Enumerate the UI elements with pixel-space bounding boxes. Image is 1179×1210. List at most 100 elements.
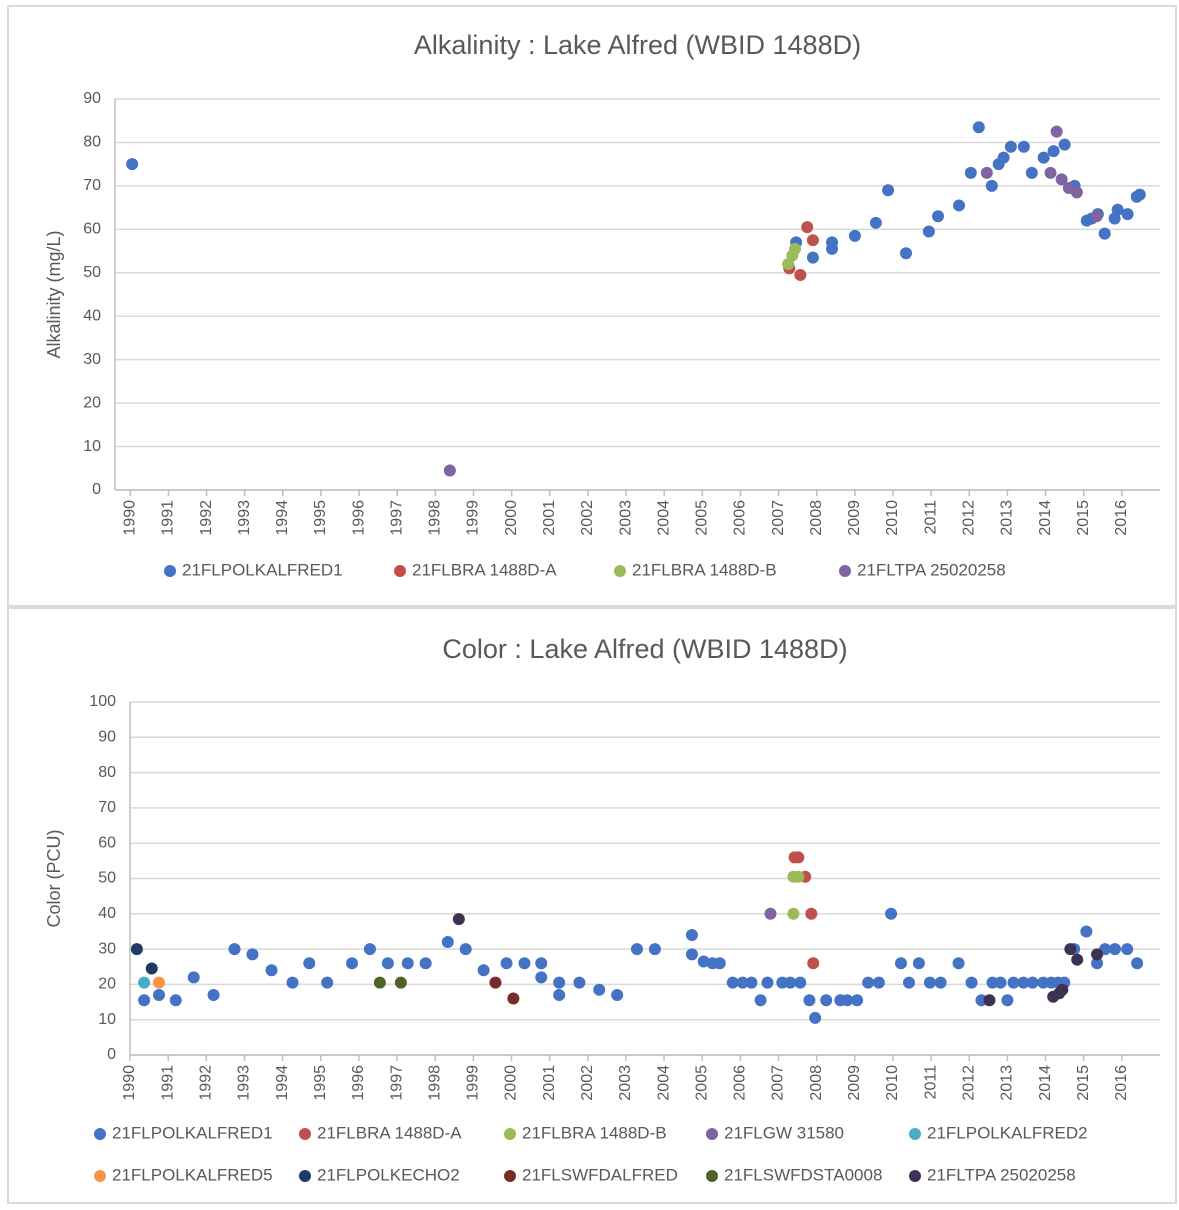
data-point <box>1004 140 1017 153</box>
data-point <box>922 225 935 238</box>
x-tick-label: 2005 <box>694 500 711 536</box>
x-tick-label: 2009 <box>846 500 863 536</box>
legend-marker <box>614 565 626 577</box>
data-point <box>419 957 432 970</box>
data-point <box>394 976 407 989</box>
data-point <box>761 976 774 989</box>
x-tick-label: 2016 <box>1113 500 1130 536</box>
x-tick-label: 2014 <box>1037 500 1054 536</box>
legend-marker <box>706 1128 718 1140</box>
data-point <box>726 976 739 989</box>
x-tick-label: 2002 <box>579 500 596 536</box>
x-tick-label: 2001 <box>541 1065 558 1101</box>
x-tick-label: 2012 <box>960 1065 977 1101</box>
data-point <box>145 962 158 975</box>
x-tick-label: 2014 <box>1037 1065 1054 1101</box>
x-tick-label: 2007 <box>770 1065 787 1101</box>
y-tick-label: 60 <box>83 221 101 238</box>
data-point <box>764 907 777 920</box>
x-tick-label: 2015 <box>1075 500 1092 536</box>
data-point <box>784 976 797 989</box>
data-point <box>899 247 912 260</box>
legend-label: 21FLSWFDALFRED <box>522 1165 678 1184</box>
data-point <box>792 870 805 883</box>
x-tick-label: 1998 <box>426 1065 443 1101</box>
data-point <box>1108 943 1121 956</box>
data-point <box>806 251 819 264</box>
x-tick-label: 2000 <box>503 1065 520 1101</box>
data-point <box>848 229 861 242</box>
data-point <box>152 976 165 989</box>
x-tick-label: 2010 <box>884 500 901 536</box>
data-point <box>826 242 839 255</box>
y-tick-label: 20 <box>83 394 101 411</box>
data-point <box>443 464 456 477</box>
data-point <box>953 199 966 212</box>
data-point <box>745 976 758 989</box>
data-point <box>872 976 885 989</box>
data-point <box>997 151 1010 164</box>
y-tick-label: 60 <box>98 834 116 851</box>
x-tick-label: 1990 <box>121 1065 138 1101</box>
legend-marker <box>504 1128 516 1140</box>
y-tick-label: 40 <box>98 905 116 922</box>
y-tick-label: 50 <box>83 264 101 281</box>
data-point <box>286 976 299 989</box>
data-point <box>965 976 978 989</box>
data-point <box>507 992 520 1005</box>
x-tick-label: 2002 <box>579 1065 596 1101</box>
data-point <box>346 957 359 970</box>
x-tick-label: 1996 <box>350 500 367 536</box>
legend-label: 21FLBRA 1488D-A <box>412 560 557 579</box>
data-point <box>1080 925 1093 938</box>
data-point <box>553 976 566 989</box>
data-point <box>138 994 151 1007</box>
data-point <box>1047 145 1060 158</box>
legend-label: 21FLBRA 1488D-B <box>632 560 777 579</box>
legend-marker <box>909 1170 921 1182</box>
data-point <box>303 957 316 970</box>
legend-marker <box>299 1170 311 1182</box>
x-tick-label: 2008 <box>808 1065 825 1101</box>
data-point <box>787 907 800 920</box>
chart-frame <box>7 5 1177 607</box>
x-tick-label: 1992 <box>198 1065 215 1101</box>
y-axis-label: Alkalinity (mg/L) <box>44 230 64 358</box>
data-point <box>801 221 814 234</box>
x-tick-label: 1994 <box>274 1065 291 1101</box>
data-point <box>363 943 376 956</box>
data-point <box>805 907 818 920</box>
data-point <box>1017 976 1030 989</box>
data-point <box>1056 983 1069 996</box>
x-tick-label: 2000 <box>503 500 520 536</box>
legend-label: 21FLTPA 25020258 <box>857 560 1006 579</box>
y-tick-label: 30 <box>98 940 116 957</box>
chart-frame <box>7 607 1177 1204</box>
data-point <box>994 976 1007 989</box>
x-tick-label: 1997 <box>388 500 405 536</box>
y-tick-label: 100 <box>89 693 116 710</box>
legend-marker <box>909 1128 921 1140</box>
x-tick-label: 2012 <box>961 500 978 536</box>
data-point <box>1070 186 1083 199</box>
data-point <box>265 964 278 977</box>
x-tick-label: 1995 <box>312 500 329 536</box>
data-point <box>885 907 898 920</box>
data-point <box>1037 151 1050 164</box>
data-point <box>972 121 985 134</box>
data-point <box>573 976 586 989</box>
y-tick-label: 10 <box>98 1011 116 1028</box>
data-point <box>803 994 816 1007</box>
data-point <box>130 943 143 956</box>
data-point <box>126 158 139 171</box>
y-tick-label: 0 <box>107 1046 116 1063</box>
x-tick-label: 1995 <box>312 1065 329 1101</box>
x-tick-label: 2005 <box>693 1065 710 1101</box>
data-point <box>459 943 472 956</box>
data-point <box>983 994 996 1007</box>
x-tick-label: 2016 <box>1113 1065 1130 1101</box>
x-tick-label: 2006 <box>732 500 749 536</box>
data-point <box>1050 125 1063 138</box>
data-point <box>152 988 165 1001</box>
